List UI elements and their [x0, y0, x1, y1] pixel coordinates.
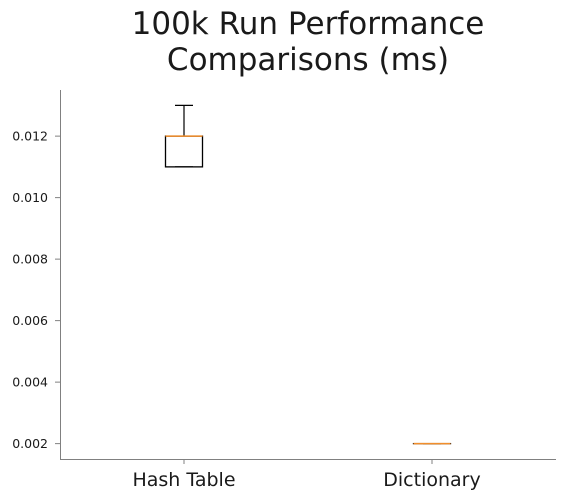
chart-title-line-2: Comparisons (ms) — [167, 42, 449, 78]
x-axis-ticks: Hash Table Dictionary — [132, 459, 481, 491]
chart-title-line-1: 100k Run Performance — [132, 6, 485, 42]
boxes-group — [164, 104, 452, 445]
x-tick-label: Dictionary — [383, 469, 480, 491]
y-axis-ticks: 0.002 0.004 0.006 0.008 0.010 0.012 — [12, 129, 60, 451]
y-tick-label: 0.010 — [12, 190, 48, 205]
box-rect — [164, 135, 204, 168]
y-tick-label: 0.002 — [12, 436, 48, 451]
box-hash-table — [164, 104, 204, 168]
y-tick-label: 0.004 — [12, 375, 48, 390]
y-tick-label: 0.008 — [12, 252, 48, 267]
y-tick-label: 0.012 — [12, 129, 48, 144]
y-tick-label: 0.006 — [12, 313, 48, 328]
x-tick-label: Hash Table — [132, 469, 235, 491]
